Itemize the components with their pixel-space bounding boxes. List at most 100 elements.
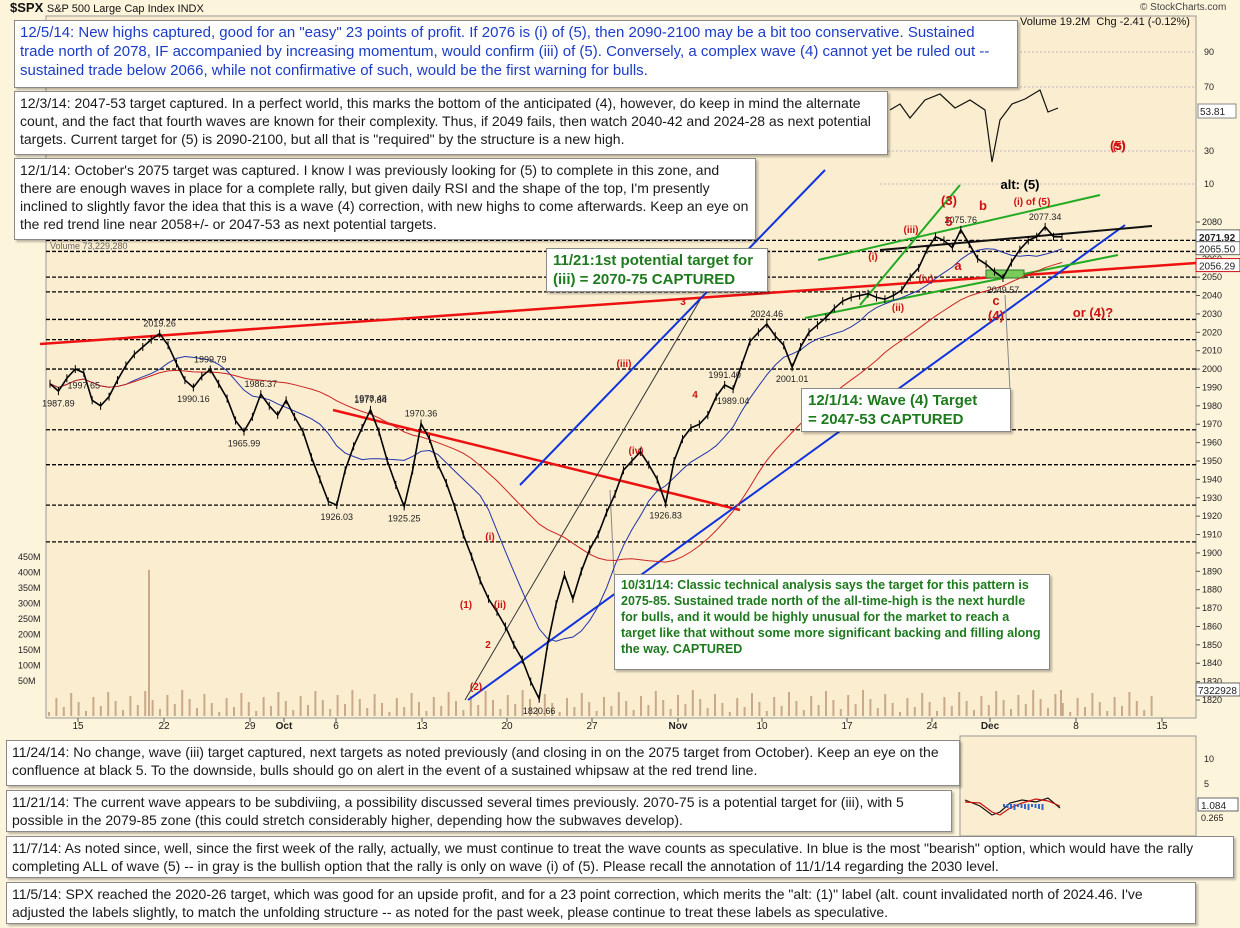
volume-bar bbox=[77, 702, 80, 716]
volume-bar bbox=[677, 695, 679, 716]
header-stats: Volume 19.2M Chg -2.41 (-0.12%) bbox=[1020, 16, 1190, 28]
note-12-1-14: 12/1/14: October's 2075 target was captu… bbox=[14, 158, 756, 240]
volume-bar bbox=[921, 693, 924, 716]
volume-bar bbox=[418, 702, 420, 716]
green-line-lower bbox=[804, 254, 1119, 319]
volume-bar bbox=[270, 706, 272, 716]
volume-bar bbox=[514, 704, 517, 716]
y-tick-label: 1920 bbox=[1202, 511, 1222, 521]
volume-bar bbox=[884, 694, 887, 716]
volume-bar bbox=[388, 712, 391, 716]
note-12-3-14: 12/3/14: 2047-53 target captured. In a p… bbox=[14, 91, 888, 155]
volume-bar bbox=[751, 693, 753, 716]
volume-bar bbox=[307, 705, 309, 716]
volume-bar bbox=[588, 702, 591, 716]
macd-histogram-bar bbox=[1020, 804, 1023, 808]
volume-bar bbox=[788, 692, 790, 716]
green-line-upper bbox=[817, 194, 1101, 261]
wave-label: c bbox=[992, 293, 999, 308]
volume-bar bbox=[395, 698, 398, 716]
price-annotation: 1989.04 bbox=[717, 396, 750, 406]
wave-label: alt: (5) bbox=[1001, 177, 1040, 192]
y-tick-label: 2050 bbox=[1202, 272, 1222, 282]
volume-bar bbox=[603, 697, 605, 716]
macd-histogram-bar bbox=[1024, 804, 1026, 809]
price-annotation: 1991.40 bbox=[708, 370, 741, 380]
wave-label: (ii) bbox=[892, 303, 904, 314]
volume-bar bbox=[203, 694, 206, 716]
volume-bar bbox=[144, 691, 147, 716]
volume-bar bbox=[1061, 703, 1064, 716]
volume-bar bbox=[943, 697, 946, 716]
volume-bar bbox=[691, 690, 694, 716]
volume-bar bbox=[876, 708, 879, 716]
volume-bar bbox=[817, 705, 820, 716]
volume-bar bbox=[381, 703, 383, 716]
volume-bar bbox=[1091, 693, 1094, 716]
volume-bar bbox=[706, 708, 709, 716]
volume-bar bbox=[1143, 710, 1146, 716]
symbol-name: S&P 500 Large Cap Index INDX bbox=[46, 3, 204, 15]
volume-tick-label: 400M bbox=[18, 568, 41, 578]
price-annotation: 1820.66 bbox=[523, 706, 556, 716]
wave-labels: (i) (ii) (1) 2 (2) (iii) (iv) 3 4 (i) (ii) (iii) (iv… bbox=[460, 142, 1125, 693]
volume-bar bbox=[351, 690, 354, 716]
x-tick-label: 17 bbox=[841, 721, 853, 732]
volume-bar bbox=[980, 696, 983, 716]
volume-bar bbox=[321, 700, 324, 716]
volume-bar bbox=[987, 705, 990, 716]
x-tick-label: 22 bbox=[158, 721, 170, 732]
note-11-21-14: 11/21/14: The current wave appears to be… bbox=[6, 790, 952, 832]
volume-bar bbox=[1024, 704, 1027, 716]
volume-bar bbox=[832, 700, 835, 716]
y-tick-label: 1930 bbox=[1202, 493, 1222, 503]
volume-label: Volume 73,229,280 bbox=[50, 241, 128, 251]
volume-bar bbox=[292, 710, 295, 716]
wave-label: 5 bbox=[945, 214, 952, 229]
volume-bar bbox=[632, 710, 635, 716]
volume-bar bbox=[188, 699, 191, 716]
price-annotations: 2019.26 1997.65 1987.89 1978.48 1999.79 1986.… bbox=[42, 212, 1061, 716]
macd-histogram-bar bbox=[1027, 804, 1030, 810]
volume-bar bbox=[148, 570, 150, 716]
price-annotation: 1926.03 bbox=[320, 512, 353, 522]
volume-bar bbox=[566, 698, 568, 716]
volume-bar bbox=[1039, 699, 1042, 716]
price-annotation: 2001.01 bbox=[776, 374, 809, 384]
volume-bar bbox=[181, 690, 184, 716]
callout-wave4-target: 12/1/14: Wave (4) Target = 2047-53 CAPTU… bbox=[801, 388, 1011, 432]
rsi-wave-label: (5) bbox=[1110, 138, 1126, 153]
volume-tick-label: 250M bbox=[18, 614, 41, 624]
volume-bar bbox=[159, 709, 161, 716]
blue-channel-upper bbox=[519, 169, 826, 486]
volume-bar bbox=[99, 706, 102, 716]
volume-bar bbox=[950, 706, 953, 716]
macd-panel-box bbox=[959, 735, 1197, 837]
callout-pointer bbox=[1004, 294, 1011, 391]
price-annotation: 1997.65 bbox=[67, 380, 100, 390]
volume-bar bbox=[1106, 711, 1109, 716]
price-annotation: 1990.16 bbox=[177, 394, 210, 404]
y-tick-label: 1850 bbox=[1202, 640, 1222, 650]
rsi-line bbox=[889, 89, 1059, 163]
macd-histogram-bar bbox=[1034, 804, 1037, 808]
price-annotation: 1970.36 bbox=[405, 409, 438, 419]
volume-bar bbox=[1098, 702, 1101, 716]
wave-label: (ii) bbox=[494, 600, 506, 611]
volume-bar bbox=[1047, 708, 1049, 716]
volume-bar bbox=[551, 703, 554, 716]
volume-bar bbox=[965, 701, 968, 716]
volume-bar bbox=[899, 712, 901, 716]
volume-bar bbox=[573, 707, 576, 716]
rsi-last-value: 53.81 bbox=[1200, 107, 1225, 118]
symbol: $SPX bbox=[10, 0, 44, 15]
callout-iii-target: 11/21:1st potential target for (iii) = 2… bbox=[546, 248, 768, 292]
rsi-last-box bbox=[1197, 103, 1237, 119]
volume-bar bbox=[810, 696, 813, 716]
wave-label: 3 bbox=[680, 297, 686, 308]
volume-bar bbox=[736, 698, 739, 716]
volume-bar bbox=[995, 691, 998, 716]
volume-bar bbox=[684, 704, 687, 716]
y-tick-label: 2030 bbox=[1202, 309, 1222, 319]
